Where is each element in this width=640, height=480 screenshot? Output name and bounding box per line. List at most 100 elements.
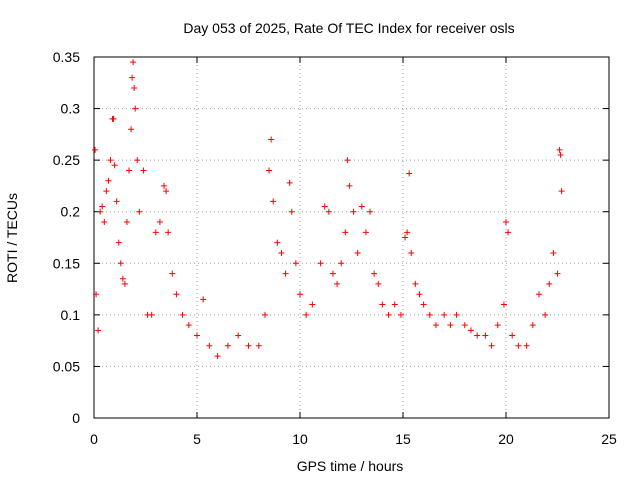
y-tick-label: 0.1: [61, 307, 81, 323]
data-point: [161, 182, 168, 189]
data-point: [261, 311, 268, 318]
data-point: [557, 151, 564, 158]
y-tick-label: 0.05: [53, 358, 80, 374]
x-tick-label: 15: [395, 431, 411, 447]
grid-lines: [94, 57, 609, 418]
data-point: [113, 198, 120, 205]
data-point: [523, 342, 530, 349]
chart-title: Day 053 of 2025, Rate Of TEC Index for r…: [183, 20, 514, 36]
data-point: [397, 311, 404, 318]
data-point: [556, 146, 563, 153]
data-point: [334, 280, 341, 287]
data-point: [317, 260, 324, 267]
x-tick-label: 25: [601, 431, 617, 447]
data-point: [402, 234, 409, 241]
data-point: [292, 260, 299, 267]
data-point: [426, 311, 433, 318]
data-point: [367, 208, 374, 215]
data-point: [245, 342, 252, 349]
data-point: [474, 332, 481, 339]
data-point: [288, 208, 295, 215]
data-point: [126, 167, 133, 174]
data-point: [542, 311, 549, 318]
data-point: [134, 157, 141, 164]
data-point: [117, 260, 124, 267]
data-point: [441, 311, 448, 318]
x-tick-label: 0: [90, 431, 98, 447]
x-axis-label: GPS time / hours: [297, 458, 404, 474]
data-point: [266, 167, 273, 174]
y-tick-label: 0.15: [53, 255, 80, 271]
data-point: [420, 301, 427, 308]
data-point: [119, 275, 126, 282]
data-point: [270, 198, 277, 205]
data-point: [362, 229, 369, 236]
data-point: [128, 126, 135, 133]
data-point: [129, 74, 136, 81]
data-point: [179, 311, 186, 318]
data-point: [130, 59, 137, 66]
data-point: [408, 249, 415, 256]
data-point: [169, 270, 176, 277]
data-point: [111, 162, 118, 169]
data-point: [163, 188, 170, 195]
data-point: [346, 182, 353, 189]
y-tick-label: 0.2: [61, 204, 81, 220]
data-point: [432, 322, 439, 329]
data-point: [447, 322, 454, 329]
data-point: [482, 332, 489, 339]
data-point: [297, 291, 303, 298]
data-point: [194, 332, 200, 339]
data-point: [107, 157, 114, 164]
data-point: [325, 208, 332, 215]
data-point: [467, 327, 474, 334]
data-point: [92, 146, 99, 153]
data-point: [121, 280, 128, 287]
data-point: [303, 311, 310, 318]
data-point: [505, 229, 512, 236]
data-point: [200, 296, 207, 303]
plot-frame: [93, 56, 610, 419]
data-point: [152, 229, 159, 236]
data-point: [375, 280, 382, 287]
data-point: [282, 270, 289, 277]
data-point: [529, 322, 536, 329]
data-point: [224, 342, 231, 349]
x-tick-label: 10: [292, 431, 308, 447]
data-point: [99, 203, 106, 210]
data-point: [509, 332, 516, 339]
data-point: [268, 136, 275, 143]
data-point: [255, 342, 262, 349]
data-point: [274, 239, 281, 246]
data-point: [93, 291, 100, 298]
data-point: [406, 170, 413, 177]
data-point: [156, 219, 163, 226]
data-point: [371, 270, 378, 277]
data-point: [286, 179, 293, 186]
data-point: [185, 322, 192, 329]
data-point: [385, 311, 392, 318]
data-point: [494, 322, 501, 329]
data-point: [412, 280, 419, 287]
data-point: [140, 167, 147, 174]
data-points: [92, 59, 565, 360]
x-tick-label: 5: [193, 431, 201, 447]
data-point: [101, 219, 108, 226]
data-point: [105, 177, 112, 184]
data-point: [342, 229, 349, 236]
data-point: [500, 301, 507, 308]
data-point: [354, 249, 361, 256]
data-point: [554, 270, 561, 277]
data-point: [404, 229, 411, 236]
x-tick-label: 20: [498, 431, 514, 447]
data-point: [206, 342, 213, 349]
data-point: [503, 219, 509, 226]
data-point: [165, 229, 172, 236]
data-point: [309, 301, 316, 308]
y-tick-label: 0.3: [61, 101, 81, 117]
y-tick-label: 0.25: [53, 152, 80, 168]
data-point: [321, 203, 328, 210]
data-point: [558, 188, 565, 195]
data-point: [488, 342, 495, 349]
